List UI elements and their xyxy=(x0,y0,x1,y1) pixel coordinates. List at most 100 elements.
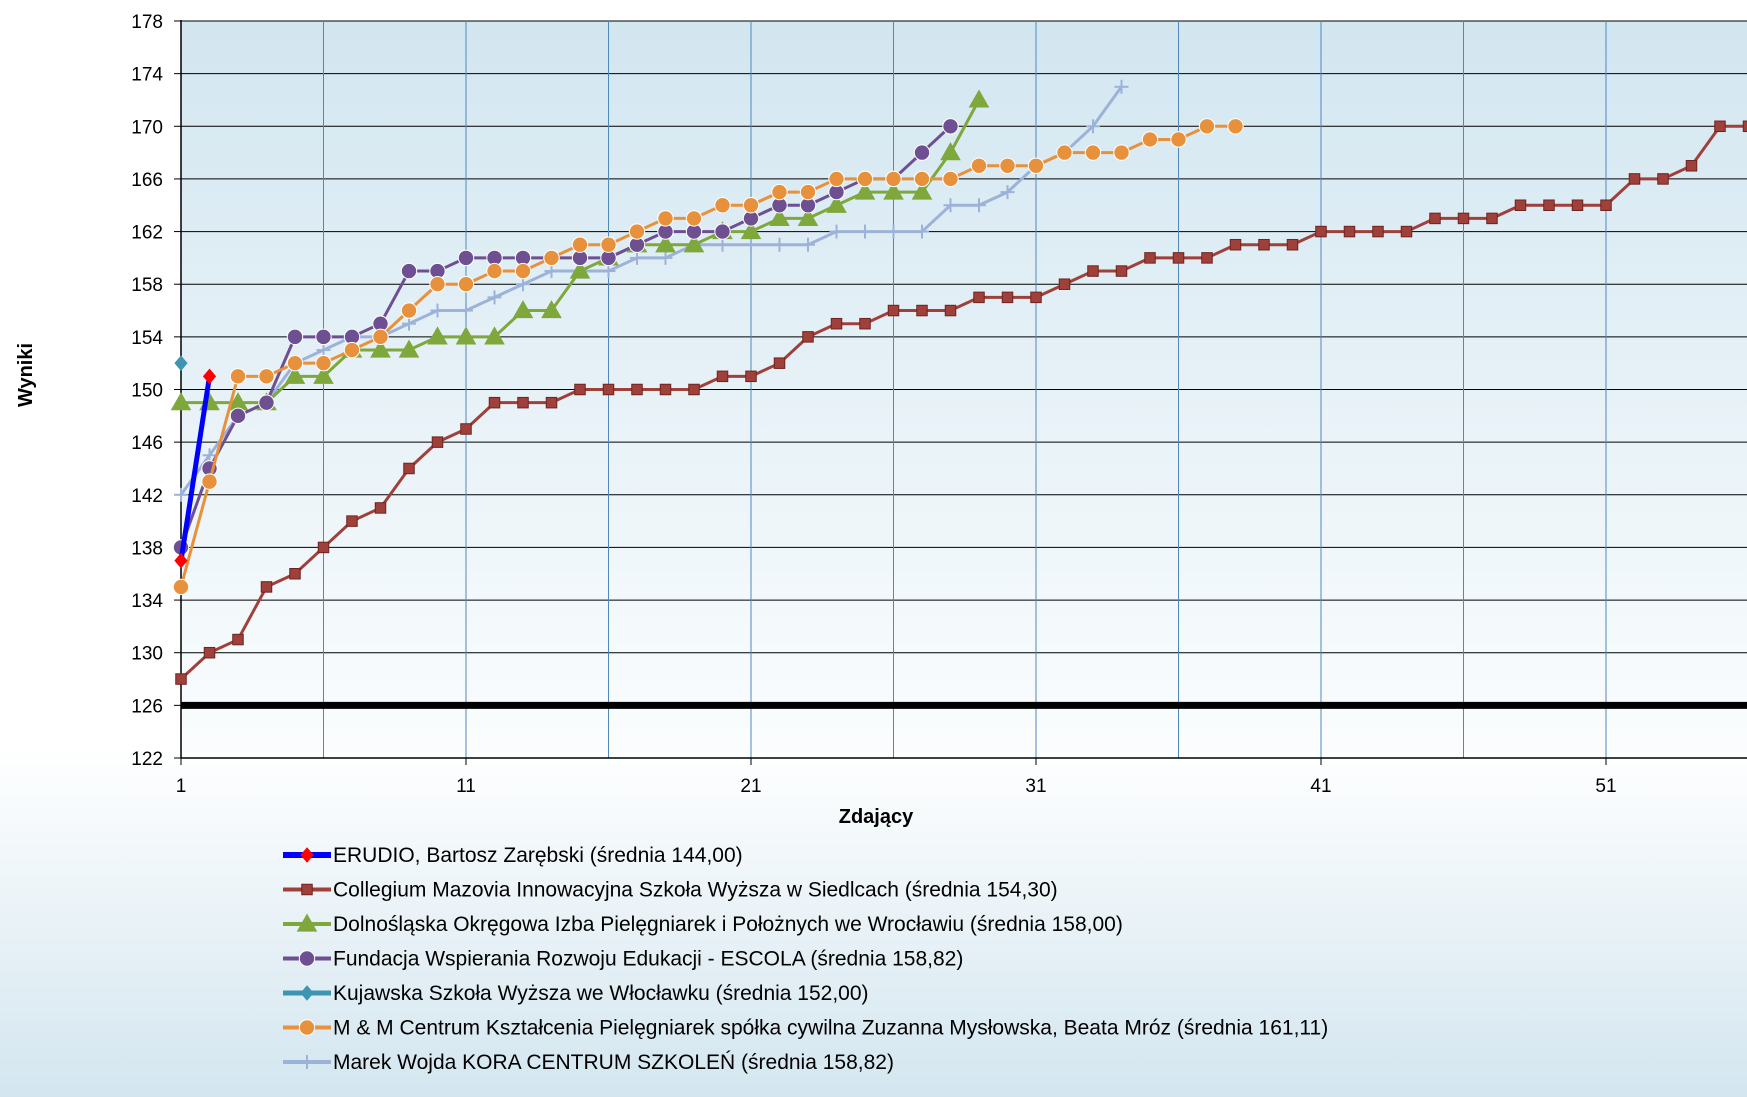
data-point xyxy=(1458,213,1469,224)
data-point xyxy=(1116,266,1127,277)
data-point xyxy=(487,263,502,278)
data-point xyxy=(575,384,586,395)
data-point xyxy=(230,408,245,423)
data-point xyxy=(202,474,217,489)
data-point xyxy=(1002,292,1013,303)
y-tick-label: 134 xyxy=(131,591,163,612)
data-point xyxy=(686,211,701,226)
data-point xyxy=(1715,121,1726,131)
data-point xyxy=(1088,266,1099,277)
data-point xyxy=(261,582,272,593)
data-point xyxy=(1202,253,1213,264)
y-tick-label: 166 xyxy=(131,170,163,191)
legend-marker-swatch xyxy=(302,884,313,895)
data-point xyxy=(1658,174,1669,185)
legend-marker-swatch xyxy=(301,848,313,862)
data-point xyxy=(290,569,301,580)
data-point xyxy=(886,171,901,186)
x-tick-label: 21 xyxy=(740,776,761,797)
legend-marker-swatch xyxy=(300,1055,314,1069)
y-tick-label: 150 xyxy=(131,381,163,402)
x-tick-label: 11 xyxy=(456,776,476,797)
data-point xyxy=(857,171,872,186)
data-point xyxy=(860,318,871,329)
data-point xyxy=(432,437,443,448)
data-point xyxy=(518,397,529,408)
legend-label: ERUDIO, Bartosz Zarębski (średnia 144,00… xyxy=(333,844,743,867)
data-point xyxy=(1629,174,1640,185)
data-point xyxy=(1344,226,1355,237)
data-point xyxy=(344,342,359,357)
legend-label: Kujawska Szkoła Wyższa we Włocławku (śre… xyxy=(333,982,869,1005)
data-point xyxy=(1601,200,1612,211)
data-point xyxy=(717,371,728,382)
data-point xyxy=(772,184,787,199)
data-point xyxy=(259,395,274,410)
legend-label: Fundacja Wspierania Rozwoju Edukacji - E… xyxy=(333,948,963,971)
x-tick-label: 1 xyxy=(176,776,187,797)
data-point xyxy=(404,463,415,474)
y-tick-label: 162 xyxy=(131,223,163,244)
data-point xyxy=(629,224,644,239)
data-point xyxy=(945,305,956,316)
data-point xyxy=(458,250,473,265)
data-point xyxy=(204,647,215,658)
data-point xyxy=(1228,119,1243,134)
data-point xyxy=(1572,200,1583,211)
data-point xyxy=(601,237,616,252)
data-point xyxy=(373,329,388,344)
data-point xyxy=(1000,158,1015,173)
y-tick-label: 138 xyxy=(131,538,163,559)
data-point xyxy=(1145,253,1156,264)
data-point xyxy=(1259,239,1270,250)
x-tick-label: 51 xyxy=(1595,776,1616,797)
data-point xyxy=(800,184,815,199)
data-point xyxy=(1487,213,1498,224)
data-point xyxy=(1031,292,1042,303)
data-point xyxy=(1059,279,1070,290)
y-tick-label: 146 xyxy=(131,433,163,454)
data-point xyxy=(173,579,188,594)
data-point xyxy=(1114,145,1129,160)
y-tick-label: 130 xyxy=(131,644,163,665)
data-point xyxy=(774,358,785,369)
data-point xyxy=(347,516,358,527)
data-point xyxy=(829,171,844,186)
legend-marker-swatch xyxy=(301,986,313,1000)
data-point xyxy=(176,674,187,685)
data-point xyxy=(974,292,985,303)
legend-item: Marek Wojda KORA CENTRUM SZKOLEŃ (średni… xyxy=(283,1051,894,1074)
data-point xyxy=(603,384,614,395)
y-tick-label: 158 xyxy=(131,275,163,296)
data-point xyxy=(914,171,929,186)
data-point xyxy=(914,145,929,160)
data-point xyxy=(316,329,331,344)
data-point xyxy=(746,371,757,382)
data-point xyxy=(1085,145,1100,160)
data-point xyxy=(1028,158,1043,173)
y-tick-label: 170 xyxy=(131,117,163,138)
data-point xyxy=(375,503,386,513)
data-point xyxy=(1743,121,1747,131)
data-point xyxy=(458,277,473,292)
data-point xyxy=(544,250,559,265)
data-point xyxy=(971,158,986,173)
data-point xyxy=(831,318,842,329)
data-point xyxy=(689,384,700,395)
data-point xyxy=(1199,119,1214,134)
data-point xyxy=(461,424,472,435)
y-tick-label: 174 xyxy=(131,65,163,86)
legend-item: ERUDIO, Bartosz Zarębski (średnia 144,00… xyxy=(283,844,743,867)
data-point xyxy=(1287,239,1298,250)
data-point xyxy=(401,303,416,318)
legend-label: Collegium Mazovia Innowacyjna Szkoła Wyż… xyxy=(333,879,1058,902)
x-tick-label: 41 xyxy=(1310,776,1331,797)
data-point xyxy=(287,355,302,370)
legend-item: Collegium Mazovia Innowacyjna Szkoła Wyż… xyxy=(283,879,1058,902)
data-point xyxy=(515,263,530,278)
y-tick-label: 126 xyxy=(131,696,163,717)
data-point xyxy=(632,384,643,395)
legend: ERUDIO, Bartosz Zarębski (średnia 144,00… xyxy=(283,844,1328,1074)
data-point xyxy=(316,355,331,370)
